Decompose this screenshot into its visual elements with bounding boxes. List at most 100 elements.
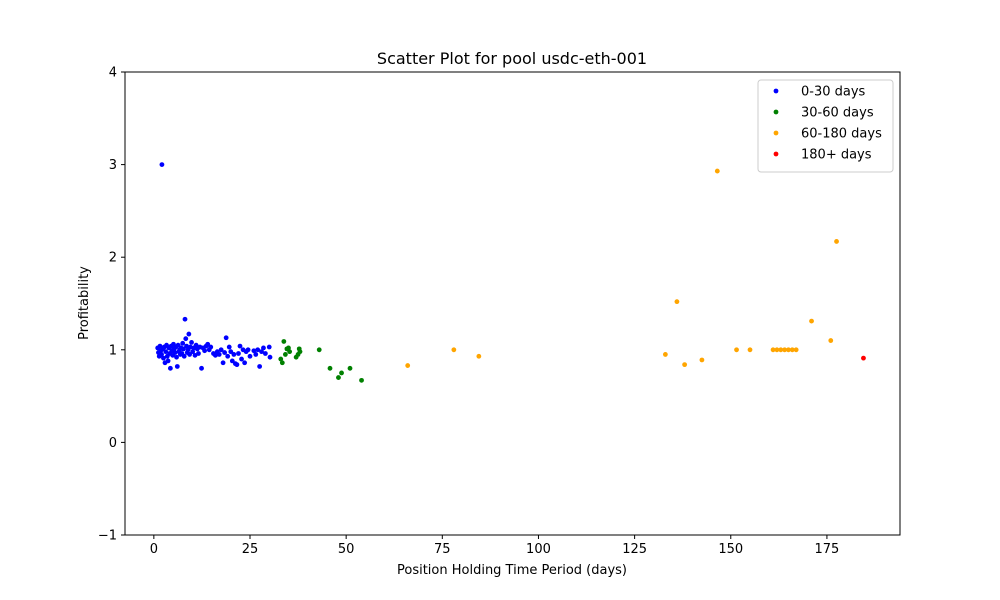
- legend-marker: [773, 109, 779, 115]
- data-point: [228, 349, 234, 355]
- data-point: [262, 351, 268, 356]
- legend-marker: [773, 130, 779, 136]
- legend-label: 60-180 days: [801, 127, 882, 142]
- data-point: [451, 347, 457, 353]
- data-point: [202, 348, 208, 354]
- data-point: [327, 365, 333, 371]
- data-point: [793, 347, 799, 353]
- data-point: [187, 352, 193, 357]
- chart-title: Scatter Plot for pool usdc-eth-001: [377, 49, 647, 68]
- data-point: [159, 162, 165, 168]
- data-point: [242, 360, 248, 366]
- data-point: [193, 342, 199, 348]
- x-tick-label: 150: [718, 542, 743, 557]
- y-tick-label: −1: [98, 529, 117, 544]
- data-point: [225, 353, 231, 359]
- data-point: [182, 316, 188, 322]
- data-point: [259, 349, 264, 355]
- data-point: [161, 355, 166, 361]
- data-point: [699, 357, 705, 363]
- data-point: [789, 347, 795, 353]
- data-point: [257, 364, 263, 369]
- data-point: [174, 354, 179, 360]
- data-point: [682, 362, 688, 368]
- data-point: [183, 336, 189, 342]
- data-point: [180, 340, 186, 346]
- data-point: [239, 356, 244, 362]
- data-point: [165, 358, 171, 364]
- data-point: [786, 347, 791, 353]
- legend-marker: [773, 151, 779, 157]
- data-point: [223, 335, 229, 341]
- data-point: [172, 350, 178, 355]
- data-point: [267, 354, 273, 360]
- data-point: [347, 365, 353, 371]
- data-point: [220, 360, 226, 366]
- data-point: [261, 345, 266, 351]
- series-0: [155, 162, 273, 371]
- data-point: [222, 350, 228, 355]
- x-tick-label: 175: [815, 542, 840, 557]
- data-point: [212, 352, 218, 358]
- data-point: [247, 353, 253, 359]
- data-point: [208, 344, 214, 350]
- data-point: [189, 339, 194, 345]
- legend: 0-30 days 30-60 days 60-180 days 180+ days: [757, 79, 894, 173]
- x-tick-label: 100: [526, 542, 551, 557]
- data-point: [218, 347, 224, 353]
- x-tick-label: 125: [622, 542, 647, 557]
- data-point: [809, 318, 814, 324]
- x-tick-label: 50: [338, 542, 355, 557]
- data-point: [229, 358, 235, 364]
- data-point: [359, 377, 364, 383]
- data-point: [253, 352, 259, 357]
- data-point: [834, 239, 839, 244]
- data-point: [245, 347, 251, 353]
- x-axis-ticks: 0 25 50 75 100 125 150 175: [150, 535, 840, 557]
- data-point: [251, 348, 257, 354]
- data-point: [175, 342, 181, 348]
- data-point: [184, 343, 189, 349]
- x-tick-label: 0: [150, 542, 158, 557]
- data-point: [181, 353, 187, 359]
- data-point: [237, 343, 243, 349]
- data-point: [662, 352, 668, 357]
- data-point: [778, 347, 784, 353]
- data-point: [747, 347, 753, 353]
- data-point: [281, 339, 287, 344]
- data-point: [828, 338, 834, 343]
- data-point: [770, 347, 776, 353]
- x-tick-label: 75: [434, 542, 451, 557]
- y-tick-label: 4: [109, 66, 117, 81]
- data-point: [287, 349, 293, 355]
- data-point: [782, 347, 788, 353]
- series-3: [861, 355, 866, 361]
- data-point: [205, 341, 211, 347]
- data-point: [159, 352, 164, 357]
- data-point: [234, 362, 240, 368]
- legend-marker: [773, 88, 779, 94]
- data-point: [282, 352, 288, 357]
- data-point: [255, 347, 261, 353]
- y-tick-label: 0: [109, 436, 117, 451]
- plot-frame: [124, 71, 901, 536]
- data-point: [199, 365, 204, 371]
- y-axis-title: Profitability: [77, 266, 92, 340]
- data-point: [266, 344, 272, 350]
- data-point: [734, 347, 739, 353]
- legend-label: 180+ days: [801, 148, 872, 163]
- x-tick-label: 25: [242, 542, 259, 557]
- data-point: [216, 352, 222, 357]
- data-point: [181, 346, 186, 352]
- data-point: [674, 299, 680, 305]
- x-axis-title: Position Holding Time Period (days): [397, 563, 627, 578]
- y-axis-ticks: −1 0 1 2 3 4: [98, 66, 125, 544]
- data-point: [226, 344, 232, 350]
- data-point: [336, 375, 341, 380]
- data-point: [476, 353, 482, 359]
- data-point: [196, 351, 201, 356]
- data-point: [297, 349, 303, 355]
- series-2: [405, 168, 839, 368]
